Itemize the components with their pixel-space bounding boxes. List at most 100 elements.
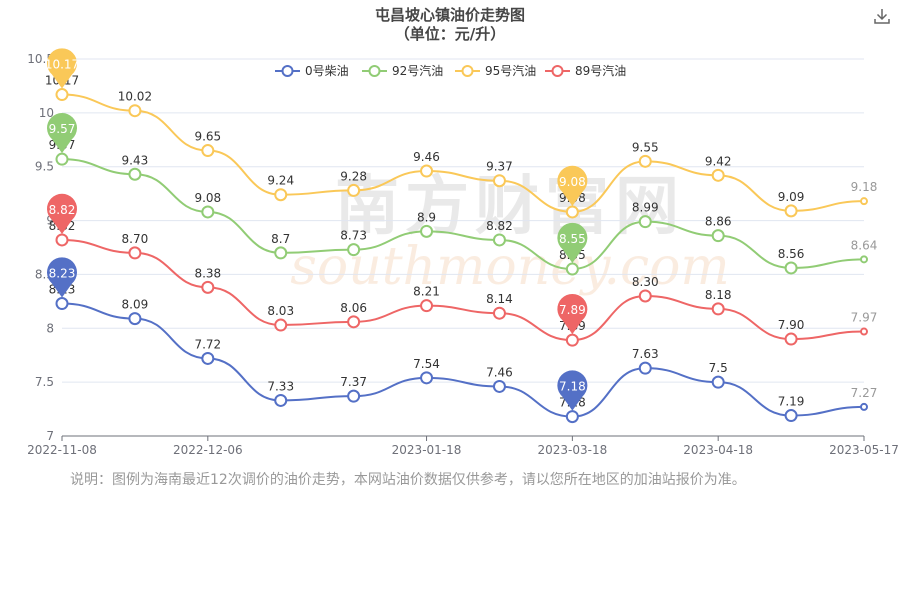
series-3: 8.82 8.70 8.38 8.03 8.06 8.21 8.14 7.89 8.30 8.18… xyxy=(47,193,878,347)
legend-label: 0号柴油 xyxy=(305,64,349,78)
data-point[interactable] xyxy=(784,332,798,346)
data-point[interactable] xyxy=(784,261,798,275)
data-point[interactable] xyxy=(274,393,288,407)
data-point[interactable] xyxy=(55,88,69,102)
data-label: 8.30 xyxy=(632,275,659,289)
data-point[interactable] xyxy=(638,215,652,229)
legend-item-1[interactable]: 92号汽油 xyxy=(362,63,443,78)
data-label: 7.54 xyxy=(413,357,440,371)
marker-pin-label: 8.55 xyxy=(559,232,586,246)
data-point[interactable] xyxy=(565,205,579,219)
marker-pin-label: 7.89 xyxy=(559,303,586,317)
x-tick-label: 2022-11-08 xyxy=(27,443,97,457)
data-point[interactable] xyxy=(128,246,142,260)
data-point[interactable] xyxy=(420,299,434,313)
data-point[interactable] xyxy=(347,183,361,197)
data-label: 7.90 xyxy=(778,318,805,332)
data-point[interactable] xyxy=(492,379,506,393)
data-point[interactable] xyxy=(565,262,579,276)
data-label: 7.46 xyxy=(486,365,513,379)
y-tick-label: 7.5 xyxy=(35,375,54,389)
data-point[interactable] xyxy=(784,204,798,218)
data-point[interactable] xyxy=(274,246,288,260)
data-label: 9.65 xyxy=(194,130,221,144)
chart-title-main: 屯昌坡心镇油价走势图 xyxy=(374,6,525,24)
data-point[interactable] xyxy=(128,167,142,181)
marker-pin-label: 7.18 xyxy=(559,380,586,394)
marker-pin-shape xyxy=(557,165,588,206)
data-point[interactable] xyxy=(492,306,506,320)
data-point[interactable] xyxy=(55,152,69,166)
data-point[interactable] xyxy=(420,224,434,238)
data-point[interactable] xyxy=(201,280,215,294)
marker-pin-shape xyxy=(47,48,77,89)
data-point[interactable] xyxy=(860,255,868,264)
data-label: 7.97 xyxy=(851,311,878,325)
data-point[interactable] xyxy=(55,297,69,311)
data-label: 7.33 xyxy=(267,379,294,393)
marker-pin: 9.57 xyxy=(47,112,77,154)
data-point[interactable] xyxy=(347,389,361,403)
data-label: 8.56 xyxy=(778,247,805,261)
legend-item-0[interactable]: 0号柴油 xyxy=(275,64,349,78)
data-point[interactable] xyxy=(784,409,798,423)
data-point[interactable] xyxy=(55,233,69,247)
data-point[interactable] xyxy=(638,289,652,303)
legend-label: 89号汽油 xyxy=(575,63,626,78)
data-label: 9.08 xyxy=(194,191,221,205)
data-label: 9.43 xyxy=(122,153,149,167)
data-label: 7.72 xyxy=(194,337,221,351)
data-point[interactable] xyxy=(420,371,434,385)
data-point[interactable] xyxy=(860,402,868,411)
data-point[interactable] xyxy=(201,351,215,365)
marker-pin: 9.08 xyxy=(557,165,588,206)
data-label: 7.27 xyxy=(851,386,878,400)
data-point[interactable] xyxy=(347,243,361,257)
x-tick-label: 2023-03-18 xyxy=(537,443,607,457)
data-label: 8.86 xyxy=(705,215,732,229)
data-point[interactable] xyxy=(201,205,215,219)
legend-item-2[interactable]: 95号汽油 xyxy=(455,63,536,78)
data-label: 8.82 xyxy=(486,219,513,233)
data-point[interactable] xyxy=(711,302,725,316)
data-point[interactable] xyxy=(711,168,725,182)
legend-label: 92号汽油 xyxy=(392,63,443,78)
marker-pin-shape xyxy=(557,222,588,264)
download-icon[interactable] xyxy=(872,6,892,26)
data-point[interactable] xyxy=(128,104,142,118)
marker-pin-label: 9.57 xyxy=(49,122,76,136)
data-point[interactable] xyxy=(711,375,725,389)
data-label: 7.19 xyxy=(778,395,805,409)
legend-item-3[interactable]: 89号汽油 xyxy=(545,63,626,78)
data-point[interactable] xyxy=(201,144,215,158)
data-point[interactable] xyxy=(492,233,506,247)
marker-pin: 7.89 xyxy=(557,293,588,335)
data-label: 7.37 xyxy=(340,375,367,389)
chart-title: 屯昌坡心镇油价走势图 （单位：元/升） xyxy=(0,6,900,44)
marker-pin-label: 8.23 xyxy=(49,267,76,281)
legend-symbol xyxy=(368,65,381,77)
data-point[interactable] xyxy=(274,318,288,332)
data-point[interactable] xyxy=(347,315,361,329)
data-point[interactable] xyxy=(860,327,868,336)
data-point[interactable] xyxy=(274,188,288,202)
data-point[interactable] xyxy=(638,154,652,168)
y-tick-label: 7 xyxy=(46,429,54,443)
data-label: 8.7 xyxy=(271,232,290,246)
watermark-en: southmoney.com xyxy=(290,237,730,297)
data-point[interactable] xyxy=(128,312,142,326)
series-line xyxy=(61,158,865,271)
data-point[interactable] xyxy=(711,229,725,243)
data-point[interactable] xyxy=(420,164,434,178)
data-point[interactable] xyxy=(638,361,652,375)
data-point[interactable] xyxy=(860,197,868,206)
data-label: 8.21 xyxy=(413,285,440,299)
data-label: 9.18 xyxy=(851,180,878,194)
data-point[interactable] xyxy=(492,174,506,188)
y-tick-label: 9.5 xyxy=(35,160,54,174)
marker-pin-shape xyxy=(47,257,77,298)
y-tick-label: 9 xyxy=(46,214,54,228)
data-point[interactable] xyxy=(565,410,579,424)
data-point[interactable] xyxy=(565,333,579,347)
